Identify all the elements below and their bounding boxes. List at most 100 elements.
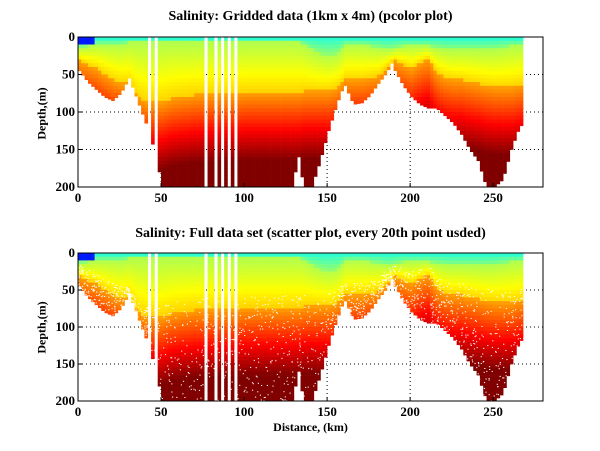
- salinity-cell: [184, 397, 188, 402]
- salinity-cell: [217, 74, 222, 79]
- salinity-cell: [360, 40, 364, 45]
- salinity-cell: [101, 85, 105, 90]
- salinity-cell: [257, 356, 261, 361]
- salinity-cell: [194, 52, 198, 57]
- salinity-cell: [190, 319, 195, 324]
- salinity-cell: [327, 93, 331, 98]
- salinity-cell: [290, 40, 295, 45]
- salinity-cell: [506, 55, 511, 60]
- salinity-cell: [174, 59, 178, 64]
- salinity-cell: [101, 67, 105, 72]
- salinity-cell: [277, 119, 281, 124]
- salinity-cell: [187, 93, 192, 98]
- salinity-cell: [283, 172, 288, 177]
- salinity-cell: [254, 93, 258, 98]
- salinity-cell: [240, 338, 245, 343]
- salinity-cell: [297, 127, 301, 132]
- salinity-cell: [313, 134, 318, 139]
- salinity-cell: [410, 67, 414, 72]
- salinity-cell: [101, 44, 105, 49]
- salinity-cell: [337, 85, 341, 90]
- salinity-cell: [273, 100, 278, 105]
- salinity-cell: [190, 264, 195, 269]
- salinity-cell: [516, 52, 521, 57]
- salinity-cell: [290, 78, 295, 83]
- salinity-cell: [283, 149, 288, 154]
- salinity-cell: [177, 82, 182, 87]
- salinity-cell: [167, 282, 172, 287]
- salinity-cell: [104, 55, 109, 60]
- salinity-cell: [273, 37, 278, 42]
- salinity-cell: [217, 85, 222, 90]
- salinity-cell: [430, 100, 434, 105]
- salinity-cell: [317, 59, 321, 64]
- salinity-cell: [101, 275, 105, 280]
- salinity-cell: [78, 59, 82, 64]
- salinity-cell: [519, 63, 524, 68]
- salinity-cell: [290, 100, 295, 105]
- salinity-cell: [184, 393, 188, 398]
- salinity-cell: [496, 82, 501, 87]
- salinity-cell: [476, 153, 481, 158]
- salinity-cell: [343, 67, 348, 72]
- salinity-cell: [483, 40, 487, 45]
- salinity-cell: [237, 123, 242, 128]
- salinity-cell: [323, 119, 328, 124]
- salinity-cell: [486, 168, 491, 173]
- salinity-cell: [180, 389, 185, 394]
- salinity-cell: [347, 52, 351, 57]
- salinity-cell: [207, 179, 212, 184]
- salinity-cell: [134, 74, 139, 79]
- salinity-cell: [200, 397, 205, 402]
- salinity-cell: [283, 160, 288, 165]
- salinity-cell: [267, 304, 271, 309]
- salinity-cell: [190, 127, 195, 132]
- salinity-cell: [436, 82, 441, 87]
- salinity-cell: [141, 78, 145, 83]
- salinity-cell: [426, 89, 431, 94]
- salinity-cell: [217, 172, 222, 177]
- salinity-cell: [240, 293, 245, 298]
- salinity-cell: [516, 127, 521, 132]
- salinity-cell: [81, 59, 85, 64]
- salinity-cell: [167, 293, 172, 298]
- salinity-cell: [403, 37, 408, 42]
- salinity-cell: [247, 78, 252, 83]
- salinity-cell: [244, 123, 248, 128]
- salinity-cell: [337, 78, 341, 83]
- salinity-cell: [257, 327, 261, 331]
- salinity-cell: [307, 145, 311, 150]
- salinity-cell: [207, 48, 212, 53]
- salinity-cell: [184, 260, 188, 265]
- salinity-cell: [217, 349, 222, 354]
- salinity-cell: [144, 67, 149, 72]
- salinity-cell: [313, 82, 318, 87]
- salinity-cell: [114, 85, 119, 90]
- salinity-cell: [87, 70, 92, 75]
- salinity-cell: [167, 330, 172, 335]
- salinity-cell: [244, 112, 248, 117]
- salinity-cell: [499, 160, 504, 165]
- salinity-cell: [244, 290, 248, 294]
- salinity-cell: [167, 183, 172, 188]
- salinity-cell: [224, 134, 228, 139]
- salinity-cell: [310, 59, 315, 64]
- salinity-cell: [177, 67, 182, 72]
- salinity-cell: [194, 175, 198, 180]
- salinity-cell: [164, 319, 168, 324]
- salinity-cell: [277, 108, 281, 113]
- salinity-cell: [184, 293, 188, 298]
- salinity-cell: [333, 108, 338, 111]
- salinity-cell: [254, 153, 258, 158]
- salinity-cell: [141, 104, 145, 109]
- salinity-cell: [210, 282, 215, 287]
- salinity-cell: [303, 85, 308, 90]
- salinity-cell: [257, 341, 261, 346]
- salinity-cell: [386, 55, 391, 60]
- salinity-cell: [230, 356, 235, 361]
- salinity-cell: [171, 104, 175, 109]
- salinity-cell: [167, 52, 172, 57]
- salinity-cell: [194, 278, 198, 283]
- salinity-cell: [483, 130, 487, 135]
- salinity-cell: [210, 48, 215, 53]
